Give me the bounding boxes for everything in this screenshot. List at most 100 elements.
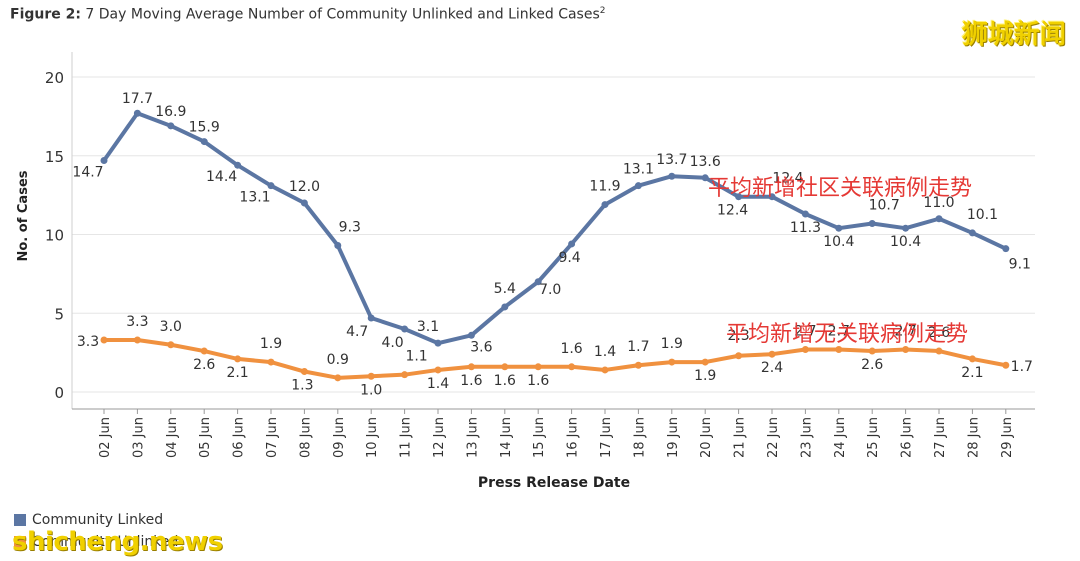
data-point bbox=[801, 210, 809, 218]
data-point bbox=[1002, 245, 1010, 253]
data-label: 13.7 bbox=[656, 152, 687, 168]
series-line-linked bbox=[102, 111, 1008, 346]
data-point bbox=[568, 363, 576, 371]
data-point bbox=[868, 347, 876, 355]
x-tick-label: 22 Jun bbox=[766, 417, 781, 458]
data-point bbox=[768, 350, 776, 358]
data-label: 13.1 bbox=[239, 190, 270, 206]
data-label: 12.4 bbox=[772, 171, 803, 187]
data-point bbox=[968, 229, 976, 237]
data-point bbox=[835, 224, 843, 232]
data-point bbox=[334, 374, 342, 382]
chart-title: Figure 2: 7 Day Moving Average Number of… bbox=[10, 6, 605, 23]
data-point bbox=[100, 336, 108, 344]
x-tick-label: 21 Jun bbox=[733, 417, 748, 458]
x-tick-label: 16 Jun bbox=[566, 417, 581, 458]
data-label: 9.3 bbox=[339, 220, 361, 236]
data-point bbox=[768, 193, 776, 201]
x-tick-label: 23 Jun bbox=[799, 417, 814, 458]
y-tick-label: 5 bbox=[54, 305, 64, 323]
data-point bbox=[501, 363, 509, 371]
x-tick-label: 04 Jun bbox=[165, 417, 180, 458]
data-label: 14.4 bbox=[206, 169, 237, 185]
x-tick-label: 08 Jun bbox=[298, 417, 313, 458]
x-tick-label: 05 Jun bbox=[198, 417, 213, 458]
x-tick-label: 06 Jun bbox=[232, 417, 247, 458]
data-label: 1.9 bbox=[661, 336, 683, 352]
data-point bbox=[401, 371, 409, 379]
x-tick-label: 29 Jun bbox=[1000, 417, 1015, 458]
x-tick-label: 18 Jun bbox=[632, 417, 647, 458]
data-label: 1.4 bbox=[427, 376, 449, 392]
x-tick-label: 02 Jun bbox=[98, 417, 113, 458]
data-point bbox=[300, 199, 308, 207]
data-point bbox=[701, 358, 709, 366]
data-label: 3.0 bbox=[160, 319, 182, 335]
data-label: 11.0 bbox=[923, 195, 954, 211]
data-label: 1.6 bbox=[494, 373, 516, 389]
data-label: 5.4 bbox=[494, 281, 516, 297]
data-point bbox=[234, 355, 242, 363]
x-tick-label: 26 Jun bbox=[900, 417, 915, 458]
data-label: 2.4 bbox=[761, 360, 783, 376]
data-label: 7.0 bbox=[539, 282, 561, 298]
x-tick-label: 09 Jun bbox=[332, 417, 347, 458]
data-label: 2.7 bbox=[794, 323, 816, 339]
data-label: 3.6 bbox=[470, 339, 492, 355]
data-point bbox=[634, 361, 642, 369]
legend-item-unlinked: Community Unlinked bbox=[14, 534, 178, 550]
x-tick-label: 28 Jun bbox=[966, 417, 981, 458]
data-point bbox=[634, 182, 642, 190]
data-label: 2.1 bbox=[961, 365, 983, 381]
data-label: 2.7 bbox=[894, 323, 916, 339]
x-tick-label: 10 Jun bbox=[365, 417, 380, 458]
x-tick-label: 14 Jun bbox=[499, 417, 514, 458]
x-tick-label: 27 Jun bbox=[933, 417, 948, 458]
data-label: 1.7 bbox=[1011, 359, 1033, 375]
y-tick-label: 20 bbox=[45, 69, 64, 87]
data-point bbox=[902, 224, 910, 232]
data-label: 11.3 bbox=[790, 220, 821, 236]
data-point bbox=[735, 352, 743, 360]
data-point bbox=[100, 156, 108, 164]
data-point bbox=[968, 355, 976, 363]
data-point bbox=[367, 372, 375, 380]
annotation-linked: 平均新增社区关联病例走势 bbox=[708, 176, 973, 201]
data-label: 2.6 bbox=[193, 357, 215, 373]
x-tick-label: 11 Jun bbox=[399, 417, 414, 458]
data-point bbox=[467, 331, 475, 339]
x-tick-label: 24 Jun bbox=[833, 417, 848, 458]
data-point bbox=[668, 172, 676, 180]
data-point bbox=[935, 215, 943, 223]
data-label: 1.0 bbox=[360, 382, 382, 398]
data-point bbox=[534, 278, 542, 286]
data-point bbox=[601, 366, 609, 374]
data-point bbox=[300, 368, 308, 376]
data-label: 12.0 bbox=[289, 179, 320, 195]
x-tick-label: 03 Jun bbox=[131, 417, 146, 458]
data-point bbox=[835, 345, 843, 353]
data-point bbox=[668, 358, 676, 366]
y-axis-label: No. of Cases bbox=[16, 170, 31, 261]
data-point bbox=[902, 345, 910, 353]
data-point bbox=[200, 138, 208, 146]
data-point bbox=[167, 341, 175, 349]
data-point bbox=[935, 347, 943, 355]
data-label: 9.1 bbox=[1009, 257, 1031, 273]
data-point bbox=[434, 366, 442, 374]
data-label: 1.4 bbox=[594, 344, 616, 360]
data-point bbox=[434, 339, 442, 347]
data-label: 2.6 bbox=[928, 325, 950, 341]
data-label: 16.9 bbox=[155, 104, 186, 120]
y-tick-label: 0 bbox=[54, 384, 64, 402]
y-tick-label: 15 bbox=[45, 148, 64, 166]
x-axis-label: Press Release Date bbox=[478, 475, 630, 491]
data-label: 2.1 bbox=[226, 365, 248, 381]
data-point bbox=[735, 193, 743, 201]
data-point bbox=[501, 303, 509, 311]
watermark-logo-top: 狮城新闻 bbox=[961, 20, 1066, 50]
data-point bbox=[334, 242, 342, 250]
data-label: 10.4 bbox=[890, 234, 921, 250]
data-label: 14.7 bbox=[72, 164, 103, 180]
data-label: 0.9 bbox=[327, 352, 349, 368]
